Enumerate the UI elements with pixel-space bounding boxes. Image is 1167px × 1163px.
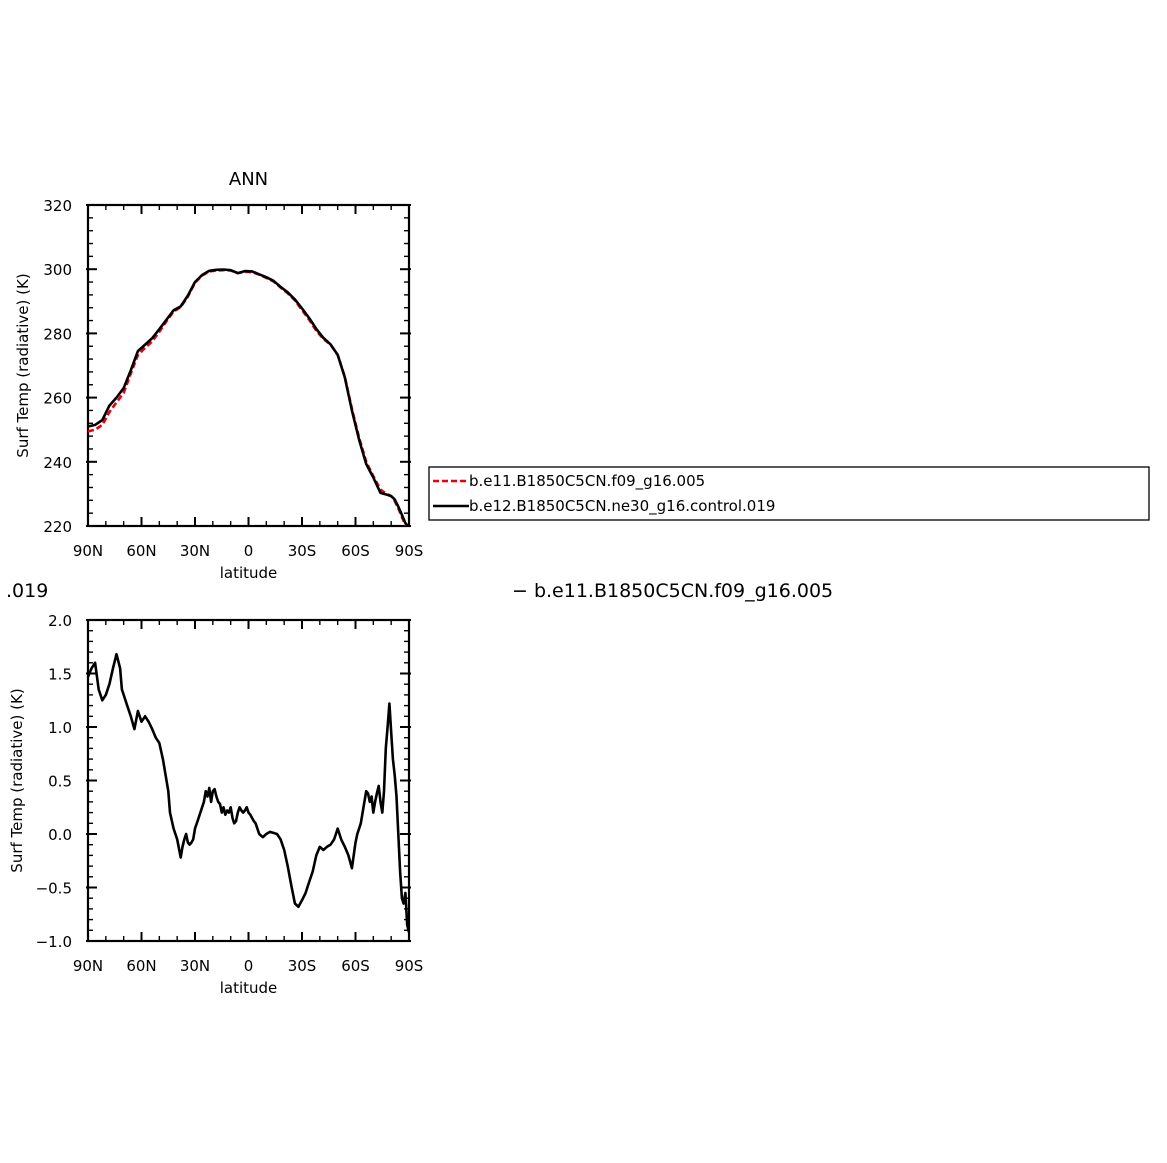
series-line-1 bbox=[88, 268, 409, 526]
x-tick-label: 60N bbox=[126, 957, 156, 975]
x-tick-label: 60S bbox=[341, 957, 370, 975]
legend-label-f09: b.e11.B1850C5CN.f09_g16.005 bbox=[469, 472, 705, 491]
y-tick-label: 0.5 bbox=[48, 773, 72, 791]
y-tick-label: 260 bbox=[43, 390, 72, 408]
x-tick-label: 90S bbox=[395, 957, 424, 975]
y-tick-label: 300 bbox=[43, 261, 72, 279]
x-tick-label: 60N bbox=[126, 542, 156, 560]
y-tick-label: 1.0 bbox=[48, 719, 72, 737]
y-tick-label: 2.0 bbox=[48, 612, 72, 630]
y-tick-label: 320 bbox=[43, 197, 72, 215]
stray-text-left: .019 bbox=[6, 580, 48, 602]
legend-frame bbox=[428, 466, 1150, 521]
x-tick-label: 60S bbox=[341, 542, 370, 560]
y-tick-label: 240 bbox=[43, 454, 72, 472]
y-axis-label: Surf Temp (radiative) (K) bbox=[8, 688, 26, 872]
y-tick-label: 1.5 bbox=[48, 666, 72, 684]
y-tick-label: 0.0 bbox=[48, 826, 72, 844]
series-line-0 bbox=[88, 652, 409, 933]
x-tick-label: 30S bbox=[288, 957, 317, 975]
y-tick-label: 280 bbox=[43, 325, 72, 343]
x-axis-label: latitude bbox=[220, 979, 278, 997]
x-tick-label: 30N bbox=[180, 957, 210, 975]
plot-frame bbox=[86, 203, 411, 528]
y-tick-label: −1.0 bbox=[36, 933, 72, 951]
plot-frame bbox=[86, 618, 411, 943]
x-tick-label: 90N bbox=[73, 957, 103, 975]
x-axis-label: latitude bbox=[220, 564, 278, 582]
legend: b.e11.B1850C5CN.f09_g16.005 b.e12.B1850C… bbox=[428, 466, 1150, 521]
stray-text-right: − b.e11.B1850C5CN.f09_g16.005 bbox=[512, 580, 833, 602]
bottom-panel: 90N 60N 30N 0 30S 60S 90S −1.0 −0.5 0.0 0.5 1.0 1.5 2… bbox=[8, 612, 423, 997]
series-line-0 bbox=[88, 268, 409, 526]
legend-label-ne30: b.e12.B1850C5CN.ne30_g16.control.019 bbox=[469, 497, 775, 516]
x-tick-label: 0 bbox=[244, 542, 254, 560]
x-tick-label: 30S bbox=[288, 542, 317, 560]
top-panel: ANN 90N 60N 30N 0 30S 60S 90S 220 240 260 280 300 320… bbox=[14, 169, 423, 582]
x-tick-label: 90N bbox=[73, 542, 103, 560]
chart-title: ANN bbox=[229, 169, 268, 190]
y-tick-label: −0.5 bbox=[36, 880, 72, 898]
x-tick-label: 0 bbox=[244, 957, 254, 975]
x-tick-label: 30N bbox=[180, 542, 210, 560]
y-tick-label: 220 bbox=[43, 518, 72, 536]
x-tick-label: 90S bbox=[395, 542, 424, 560]
y-axis-label: Surf Temp (radiative) (K) bbox=[14, 273, 32, 457]
